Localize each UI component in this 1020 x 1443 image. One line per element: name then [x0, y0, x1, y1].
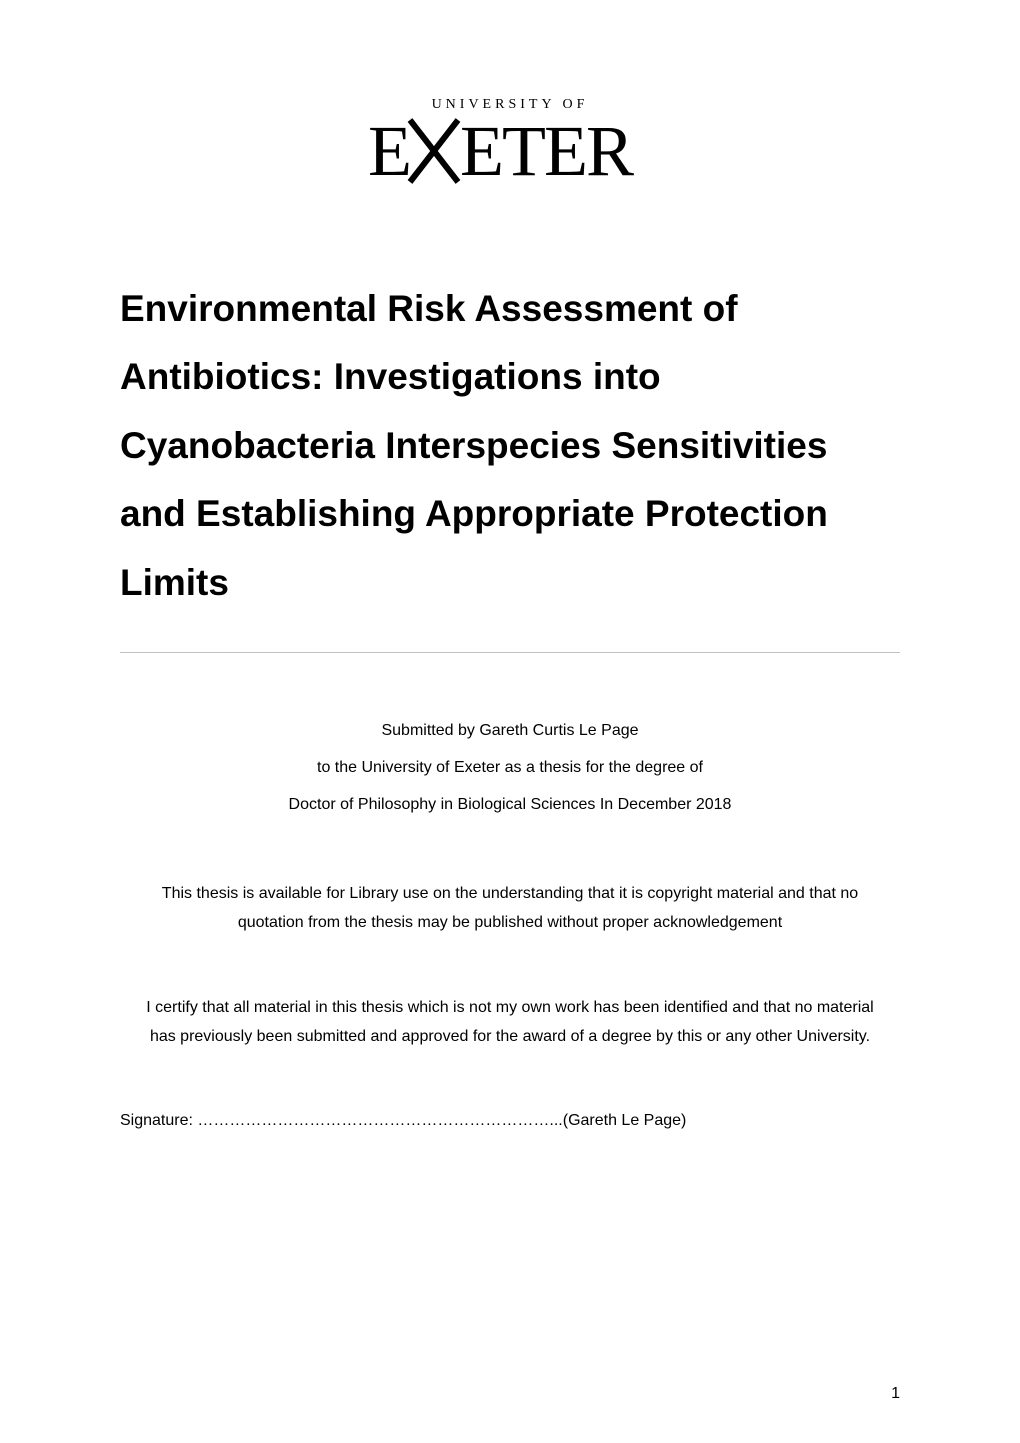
submission-block: Submitted by Gareth Curtis Le Page to th… [120, 713, 900, 823]
signature-name: (Gareth Le Page) [563, 1112, 687, 1129]
certification-statement: I certify that all material in this thes… [120, 993, 900, 1052]
submitted-by-line: Submitted by Gareth Curtis Le Page [120, 713, 900, 750]
university-logo: UNIVERSITY OF E ETER [360, 90, 660, 225]
copyright-statement: This thesis is available for Library use… [120, 879, 900, 938]
logo-letter-e: E [368, 111, 412, 191]
university-logo-container: UNIVERSITY OF E ETER [120, 90, 900, 225]
page-number: 1 [891, 1385, 900, 1403]
title-separator-rule [120, 652, 900, 653]
signature-dots: …………………………………………………………... [197, 1112, 562, 1129]
signature-line: Signature: …………………………………………………………...(Gar… [120, 1112, 900, 1130]
logo-letters-eter: ETER [460, 111, 634, 191]
institution-degree-line: to the University of Exeter as a thesis … [120, 750, 900, 787]
thesis-title: Environmental Risk Assessment of Antibio… [120, 275, 900, 617]
logo-top-text: UNIVERSITY OF [432, 97, 589, 112]
degree-date-line: Doctor of Philosophy in Biological Scien… [120, 787, 900, 824]
signature-label: Signature: [120, 1112, 197, 1129]
exeter-logo-svg: UNIVERSITY OF E ETER [360, 90, 660, 220]
